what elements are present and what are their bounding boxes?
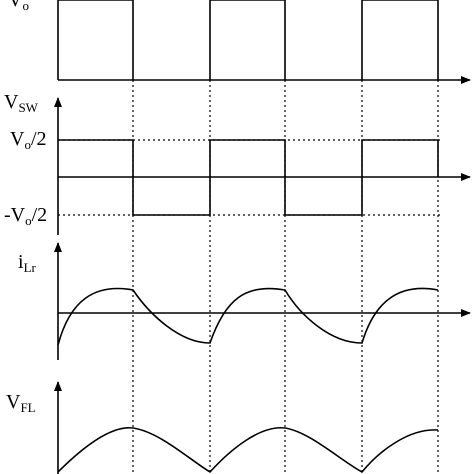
label-vsw: VSW [4,91,39,115]
guides [132,80,439,474]
panel-vfl: VFL [6,381,439,474]
label-ilr: iLr [18,251,37,275]
label-vo: Vo [8,0,29,13]
label-vo-half: Vo/2 [10,128,47,152]
label-neg-vo-half: -Vo/2 [4,204,47,228]
label-vfl: VFL [6,391,36,415]
panel-ilr: iLr [18,242,471,360]
panel-vo: Vo [8,0,471,84]
panel-vsw: VSW Vo/2 -Vo/2 [4,91,471,235]
